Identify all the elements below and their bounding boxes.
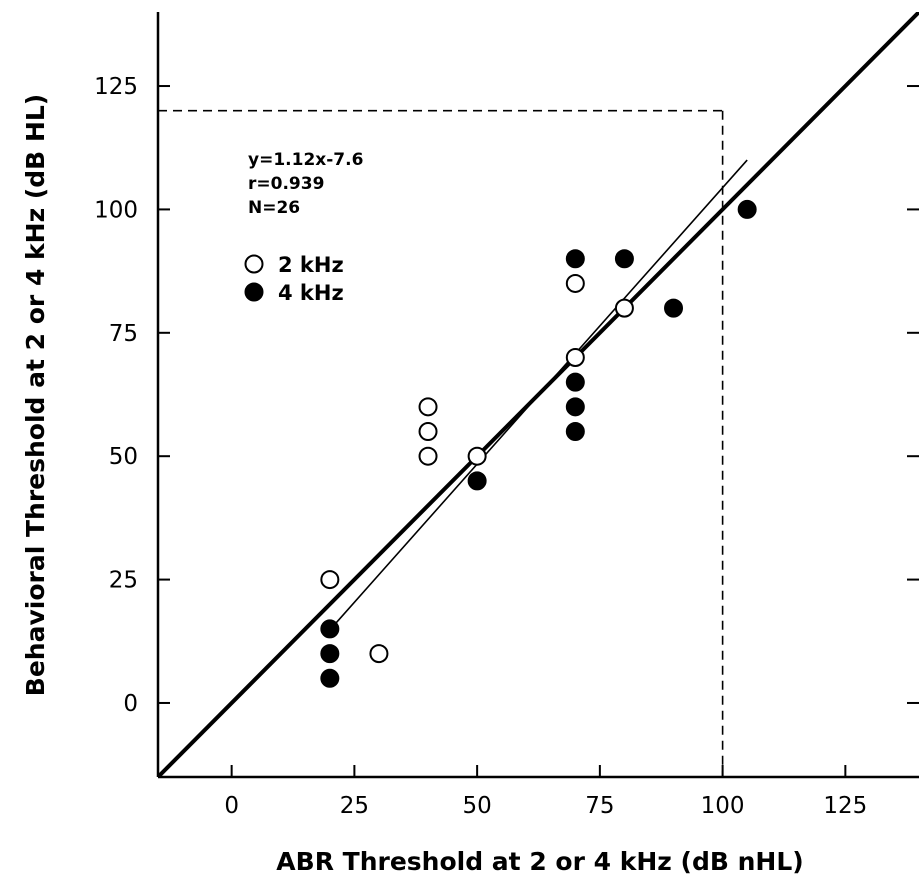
axis-ticks: 0 25 50 75 100 125 0 25 50 75 100 125 bbox=[94, 12, 919, 819]
point-4khz bbox=[565, 372, 585, 392]
point-2khz bbox=[418, 397, 438, 417]
legend: 2 kHz 4 kHz bbox=[244, 253, 344, 305]
point-4khz bbox=[320, 644, 340, 664]
point-2khz bbox=[418, 422, 438, 442]
y-tick-label: 25 bbox=[109, 568, 138, 594]
point-2khz bbox=[467, 446, 487, 466]
plot-area bbox=[158, 12, 919, 777]
y-tick-label: 125 bbox=[94, 74, 138, 100]
regression-annotation: y=1.12x-7.6 r=0.939 N=26 bbox=[248, 150, 363, 218]
point-4khz bbox=[614, 249, 634, 269]
point-4khz bbox=[467, 471, 487, 491]
x-tick-label: 25 bbox=[340, 793, 369, 819]
y-axis-title: Behavioral Threshold at 2 or 4 kHz (dB H… bbox=[21, 94, 50, 696]
point-4khz bbox=[664, 298, 684, 318]
point-4khz bbox=[565, 397, 585, 417]
data-points bbox=[320, 199, 757, 688]
y-tick-label: 75 bbox=[109, 321, 138, 347]
correlation-value: r=0.939 bbox=[248, 174, 324, 194]
x-tick-label: 50 bbox=[462, 793, 491, 819]
point-2khz bbox=[565, 273, 585, 293]
x-tick-label: 125 bbox=[823, 793, 867, 819]
point-4khz bbox=[320, 668, 340, 688]
point-4khz bbox=[565, 249, 585, 269]
point-4khz bbox=[320, 619, 340, 639]
point-2khz bbox=[614, 298, 634, 318]
legend-filled-circle-icon bbox=[244, 282, 264, 302]
y-tick-label: 0 bbox=[123, 691, 138, 717]
y-tick-label: 50 bbox=[109, 444, 138, 470]
legend-open-circle-icon bbox=[244, 254, 264, 274]
regression-equation: y=1.12x-7.6 bbox=[248, 150, 363, 170]
regression-line bbox=[329, 159, 748, 631]
point-2khz bbox=[320, 570, 340, 590]
point-2khz bbox=[369, 644, 389, 664]
x-tick-label: 75 bbox=[585, 793, 614, 819]
point-4khz bbox=[565, 422, 585, 442]
sample-size: N=26 bbox=[248, 198, 300, 218]
x-tick-label: 0 bbox=[224, 793, 239, 819]
legend-label-2khz: 2 kHz bbox=[278, 253, 344, 277]
x-tick-label: 100 bbox=[701, 793, 745, 819]
point-2khz bbox=[565, 347, 585, 367]
y-tick-label: 100 bbox=[94, 197, 138, 223]
legend-label-4khz: 4 kHz bbox=[278, 281, 344, 305]
point-2khz bbox=[418, 446, 438, 466]
x-axis-title: ABR Threshold at 2 or 4 kHz (dB nHL) bbox=[276, 847, 803, 876]
point-4khz bbox=[737, 199, 757, 219]
